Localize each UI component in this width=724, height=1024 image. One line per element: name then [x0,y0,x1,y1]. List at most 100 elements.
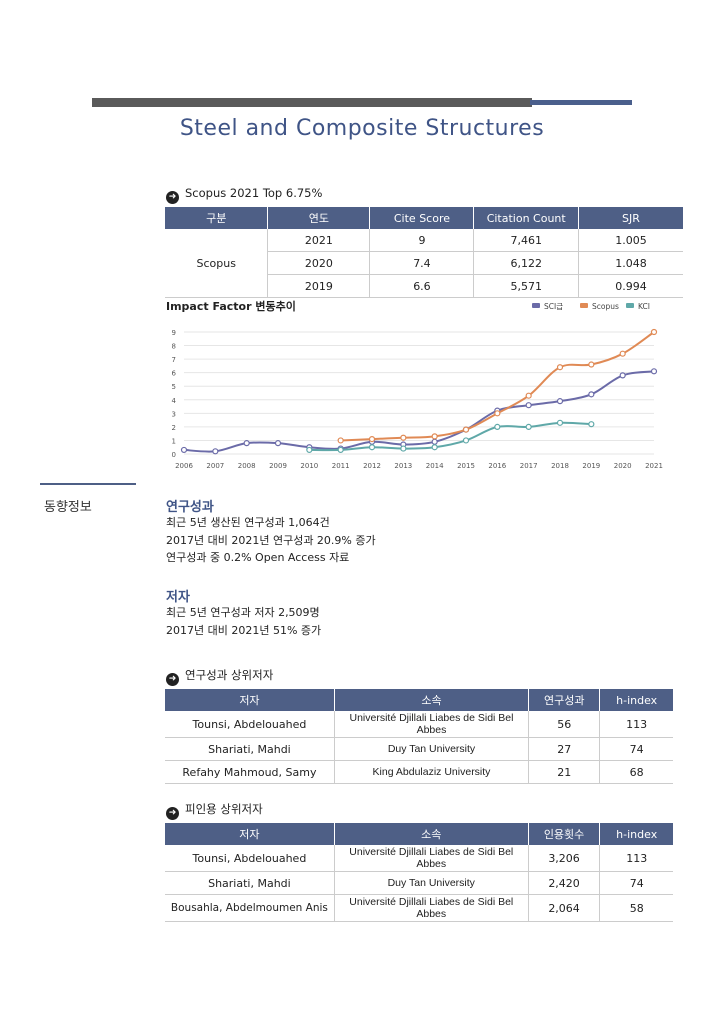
affiliation-cell: Université Djillali Liabes de Sidi Bel A… [334,845,529,872]
scopus-section-heading: ➜ Scopus 2021 Top 6.75% [166,186,322,204]
col-header-h-index: h-index [599,689,673,711]
data-point [337,437,344,444]
top-authors-citations-heading-text: 피인용 상위저자 [185,802,263,816]
authors-summary-line: 최근 5년 연구성과 저자 2,509명 [166,606,320,619]
citation-count-cell: 7,461 [473,229,579,252]
chart-title: Impact Factor 변동추이 [166,299,296,313]
y-tick-label: 3 [172,410,176,418]
data-point [400,434,407,441]
cite-score-cell: 7.4 [369,251,475,275]
col-header-citations: 인용횟수 [528,823,601,845]
data-point [180,446,188,454]
data-point [462,426,470,433]
y-tick-label: 6 [172,370,177,378]
affiliation-cell: Duy Tan University [334,737,530,761]
legend-label: SCI급 [544,302,563,311]
author-cell: Shariati, Mahdi [165,871,335,895]
top-authors-output-heading: ➜ 연구성과 상위저자 [166,667,273,686]
x-tick-label: 2013 [394,462,412,470]
sjr-cell: 1.048 [578,251,683,275]
data-point [337,446,344,454]
x-tick-label: 2020 [614,462,632,470]
author-cell: Tounsi, Abdelouahed [165,711,335,738]
affiliation-cell: Université Djillali Liabes de Sidi Bel A… [334,711,530,738]
header-bar-dark [92,98,532,107]
x-tick-label: 2007 [206,462,224,470]
authors-summary-title: 저자 [166,590,190,605]
x-tick-label: 2011 [332,462,350,470]
author-cell: Bousahla, Abdelmoumen Anis [165,894,335,922]
affiliation-cell: Université Djillali Liabes de Sidi Bel A… [334,894,529,922]
group-label-cell: Scopus [165,229,269,298]
data-point [274,440,282,447]
citations-cell: 2,420 [528,871,601,895]
chart-svg: Impact Factor 변동추이 0 1 2 3 4 5 6 7 8 9 2006 2007 2008… [166,299,663,470]
sjr-cell: 1.005 [578,229,683,252]
table-row: Shariati, Mahdi Duy Tan University 27 74 [165,737,673,761]
citation-count-cell: 6,122 [473,251,579,275]
data-point [431,433,438,440]
col-header-sjr: SJR [578,207,683,229]
table-row: 2020 7.4 6,122 1.048 [165,251,683,275]
data-point [556,364,564,371]
arrow-right-circle-icon: ➜ [166,673,179,686]
authors-summary-text: 최근 5년 연구성과 저자 2,509명 2017년 대비 2021년 51% … [166,604,321,639]
research-output-text: 최근 5년 생산된 연구성과 1,064건 2017년 대비 2021년 연구성… [166,514,376,567]
data-point [431,438,438,445]
x-tick-label: 2017 [520,462,538,470]
data-point [619,350,626,357]
table-row: Tounsi, Abdelouahed Université Djillali … [165,845,673,872]
table-row: Refahy Mahmoud, Samy King Abdulaziz Univ… [165,760,673,784]
y-tick-label: 5 [172,383,176,391]
research-output-title: 연구성과 [166,500,214,515]
x-tick-label: 2009 [269,462,287,470]
output-cell: 27 [528,737,601,761]
col-header-year: 연도 [267,207,371,229]
data-point [431,444,438,451]
table-row: Shariati, Mahdi Duy Tan University 2,420… [165,871,673,895]
output-cell: 21 [528,760,601,784]
data-point [525,423,532,430]
h-index-cell: 68 [599,760,673,784]
h-index-cell: 113 [599,845,673,872]
author-cell: Shariati, Mahdi [165,737,335,761]
cite-score-cell: 6.6 [369,274,475,298]
legend-swatch [626,303,634,308]
top-authors-output-table: 저자 소속 연구성과 h-index Tounsi, Abdelouahed U… [165,689,673,784]
x-tick-label: 2012 [363,462,381,470]
year-cell: 2021 [267,229,371,252]
cite-score-cell: 9 [369,229,475,252]
scopus-table-header: 구분 연도 Cite Score Citation Count SJR [165,207,683,229]
table-header: 저자 소속 인용횟수 h-index [165,823,673,845]
y-tick-label: 2 [172,424,176,432]
x-tick-label: 2014 [426,462,444,470]
y-tick-label: 7 [172,356,176,364]
y-tick-label: 4 [172,397,177,405]
citation-count-cell: 5,571 [473,274,579,298]
x-tick-label: 2008 [238,462,256,470]
data-point [400,445,407,452]
x-tick-label: 2006 [175,462,193,470]
arrow-right-circle-icon: ➜ [166,191,179,204]
table-row: Scopus 2021 9 7,461 1.005 [165,229,683,298]
table-row: 2019 6.6 5,571 0.994 [165,274,683,298]
impact-factor-chart: Impact Factor 변동추이 0 1 2 3 4 5 6 7 8 9 2006 2007 2008… [164,296,676,476]
x-tick-label: 2010 [300,462,318,470]
data-point [525,392,532,399]
col-header-author: 저자 [165,689,335,711]
legend-label: Scopus [592,302,619,311]
top-authors-output-heading-text: 연구성과 상위저자 [185,668,274,682]
data-point [588,421,595,428]
col-header-citation-count: Citation Count [473,207,579,229]
affiliation-cell: King Abdulaziz University [334,760,530,784]
data-point [494,423,501,430]
data-point [588,361,595,368]
data-point [650,368,658,375]
data-point [368,435,376,443]
series-line-0 [183,370,655,453]
h-index-cell: 74 [599,737,673,761]
side-divider [40,483,136,485]
header-bar-accent [530,100,632,105]
legend-label: KCI [638,302,650,311]
scopus-heading-text: Scopus 2021 Top 6.75% [185,186,323,200]
